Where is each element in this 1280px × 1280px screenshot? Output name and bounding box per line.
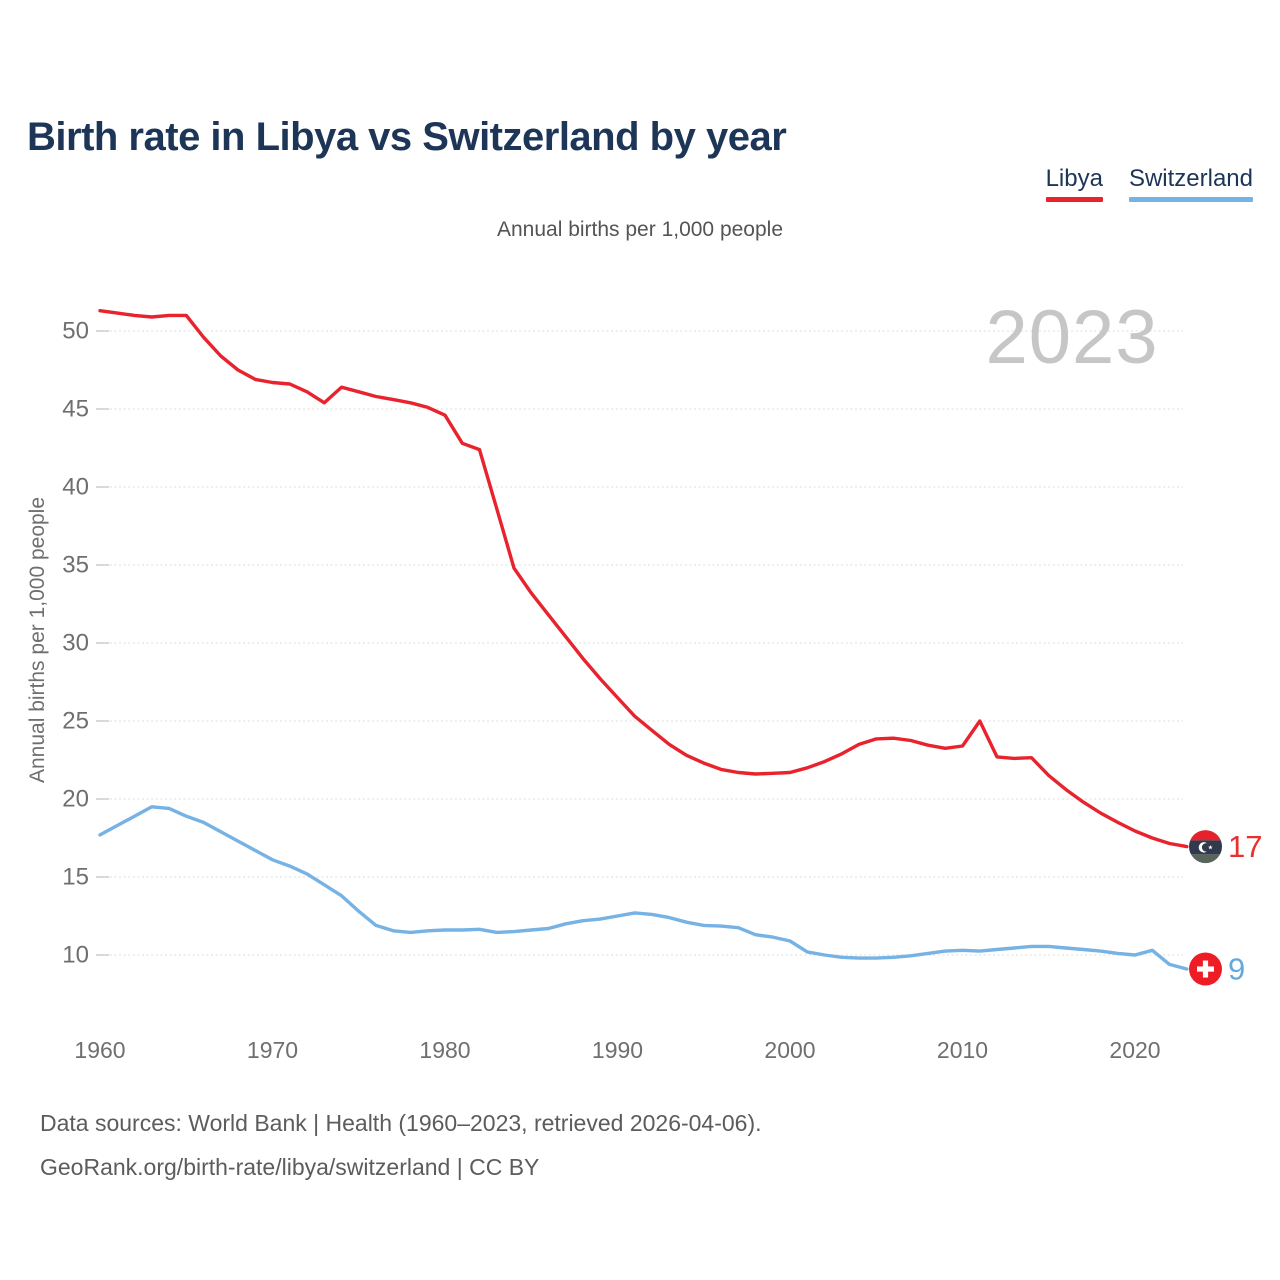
y-tick-label-15: 15 — [62, 864, 89, 891]
y-tick-label-40: 40 — [62, 474, 89, 501]
legend-item-switzerland[interactable]: Switzerland — [1128, 165, 1253, 202]
chart-subtitle: Annual births per 1,000 people — [496, 218, 784, 241]
x-tick-label-2000: 2000 — [764, 1037, 815, 1063]
y-tick-label-25: 25 — [62, 708, 89, 735]
legend-label-switzerland: Switzerland — [1128, 165, 1253, 192]
y-tick-label-50: 50 — [62, 318, 89, 345]
libya-end-value-label: 17 — [1228, 829, 1262, 864]
x-tick-label-2020: 2020 — [1109, 1037, 1160, 1063]
libya-flag-icon[interactable] — [1189, 830, 1223, 864]
x-tick-label-1960: 1960 — [74, 1037, 125, 1063]
y-tick-label-45: 45 — [62, 396, 89, 423]
footer-sources: Data sources: World Bank | Health (1960–… — [40, 1110, 762, 1136]
x-tick-label-1990: 1990 — [592, 1037, 643, 1063]
page-title: Birth rate in Libya vs Switzerland by ye… — [27, 114, 787, 159]
libya-series-line[interactable] — [98, 309, 1189, 849]
watermark-year: 2023 — [985, 295, 1158, 380]
legend-underline-switzerland — [1128, 196, 1253, 202]
legend-label-libya: Libya — [1045, 165, 1103, 192]
y-tick-label-30: 30 — [62, 630, 89, 657]
y-axis-title: Annual births per 1,000 people — [26, 497, 49, 783]
legend: Libya Switzerland — [1045, 165, 1253, 202]
x-tick-label-2010: 2010 — [937, 1037, 988, 1063]
x-tick-label-1970: 1970 — [247, 1037, 298, 1063]
legend-underline-libya — [1045, 196, 1103, 202]
legend-item-libya[interactable]: Libya — [1045, 165, 1103, 202]
y-tick-label-20: 20 — [62, 786, 89, 813]
switzerland-flag-icon[interactable] — [1189, 952, 1222, 986]
y-tick-label-10: 10 — [62, 942, 89, 969]
footer-attribution: GeoRank.org/birth-rate/libya/switzerland… — [40, 1154, 540, 1180]
x-tick-label-1980: 1980 — [419, 1037, 470, 1063]
switzerland-end-value-label: 9 — [1228, 952, 1245, 987]
footer: Data sources: World Bank | Health (1960–… — [40, 1101, 762, 1189]
y-tick-label-35: 35 — [62, 552, 89, 579]
switzerland-series-line[interactable] — [98, 805, 1189, 971]
